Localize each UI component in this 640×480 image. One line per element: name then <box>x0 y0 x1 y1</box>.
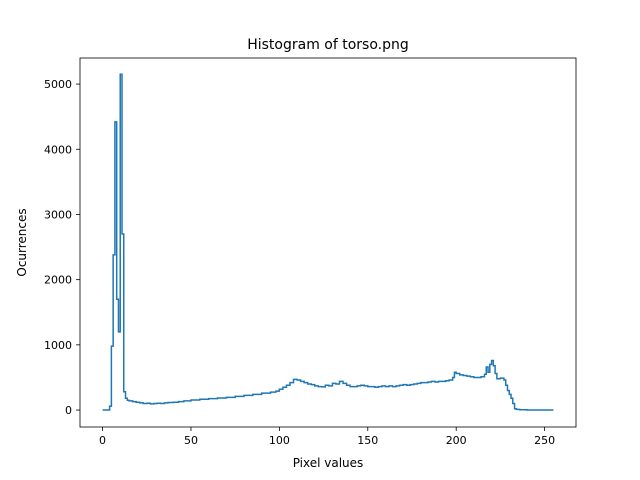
x-tick-label: 100 <box>269 434 290 447</box>
x-tick-label: 0 <box>99 434 106 447</box>
histogram-line <box>102 73 554 411</box>
x-axis-label: Pixel values <box>293 456 364 470</box>
x-axis: 0 50 100 150 200 250 <box>99 427 555 447</box>
y-tick-label: 5000 <box>44 78 72 91</box>
y-tick-label: 3000 <box>44 208 72 221</box>
y-axis: 0 1000 2000 3000 4000 5000 <box>44 78 80 417</box>
x-tick-label: 200 <box>446 434 467 447</box>
x-tick-label: 50 <box>184 434 198 447</box>
axes-frame <box>79 57 577 428</box>
y-tick-label: 1000 <box>44 339 72 352</box>
y-tick-label: 2000 <box>44 274 72 287</box>
y-tick-label: 0 <box>65 404 72 417</box>
y-axis-label: Ocurrences <box>15 208 29 276</box>
chart-title: Histogram of torso.png <box>247 37 409 53</box>
x-tick-label: 250 <box>534 434 555 447</box>
x-tick-label: 150 <box>357 434 378 447</box>
y-tick-label: 4000 <box>44 143 72 156</box>
plot-area <box>102 73 554 411</box>
